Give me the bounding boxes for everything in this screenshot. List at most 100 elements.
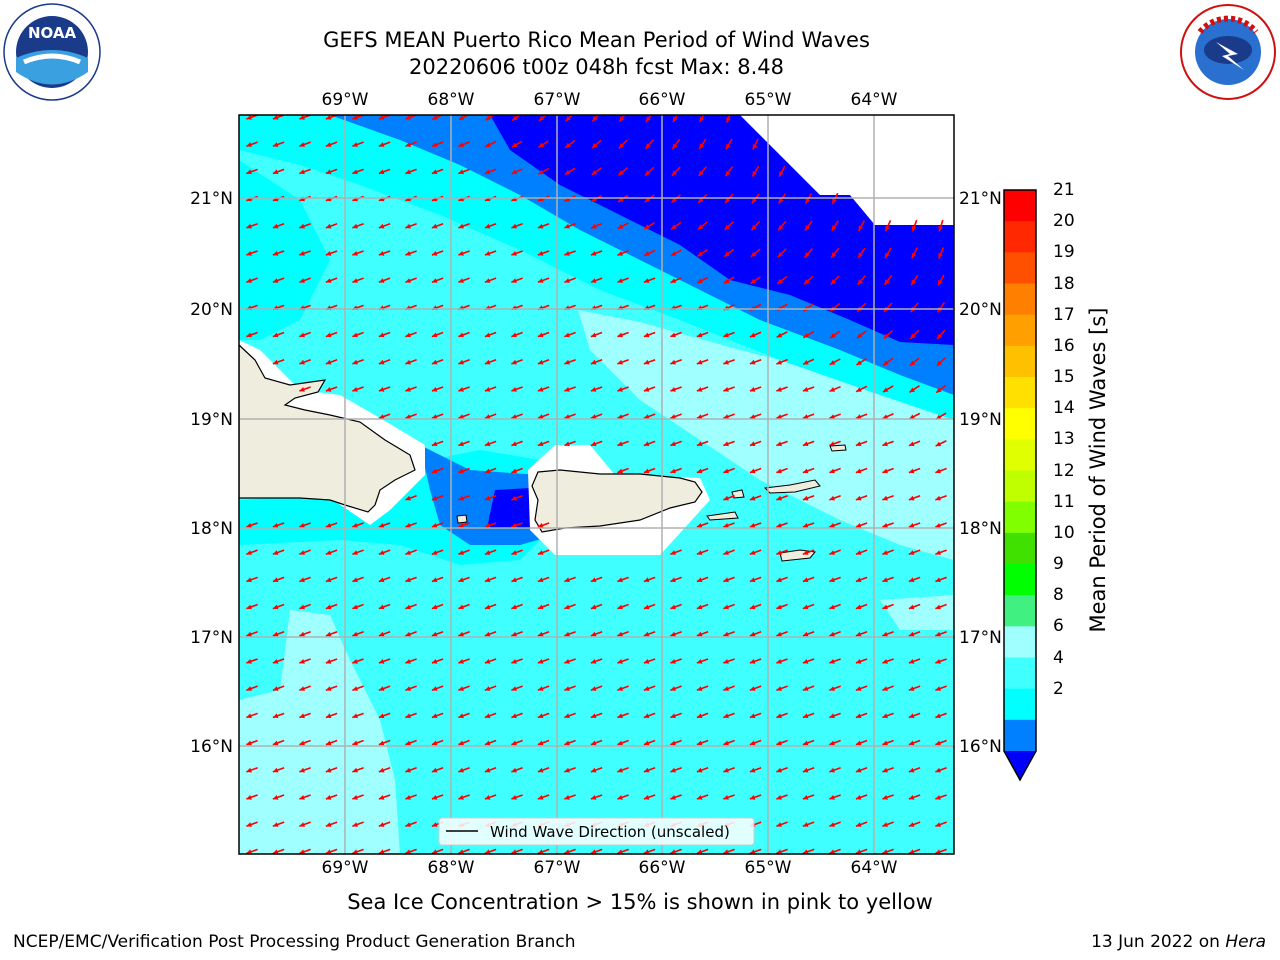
wind-arrowhead xyxy=(883,333,889,339)
wind-arrowhead xyxy=(299,359,305,365)
wind-arrowhead xyxy=(696,577,703,583)
wind-arrowhead xyxy=(484,495,491,501)
lat-tick-left: 20°N xyxy=(190,300,233,320)
wind-arrowhead xyxy=(882,522,888,528)
wind-arrowhead xyxy=(672,116,678,123)
wind-arrowhead xyxy=(644,197,651,203)
wind-arrowhead xyxy=(325,631,332,637)
colorbar-cell xyxy=(1004,719,1036,752)
wind-arrowhead xyxy=(511,468,517,474)
wind-arrowhead xyxy=(696,740,703,746)
wind-arrowhead xyxy=(352,332,358,338)
wind-arrowhead xyxy=(484,386,491,392)
lon-tick-top: 65°W xyxy=(745,90,792,110)
wind-arrowhead xyxy=(325,604,332,610)
wind-arrowhead xyxy=(299,522,305,528)
wind-arrowhead xyxy=(644,251,650,256)
wind-arrowhead xyxy=(829,849,835,854)
wind-arrowhead xyxy=(643,631,650,637)
wind-arrowhead xyxy=(697,251,704,257)
wind-arrowhead xyxy=(617,414,623,419)
wind-arrowhead xyxy=(670,441,676,447)
wind-arrowhead xyxy=(618,170,624,176)
wind-arrowhead xyxy=(803,332,809,338)
wind-arrowhead xyxy=(537,604,544,610)
wind-arrowhead xyxy=(830,279,837,285)
wind-arrowhead xyxy=(829,495,835,501)
wind-arrowhead xyxy=(564,169,571,175)
wind-arrowhead xyxy=(671,224,677,230)
wind-arrowhead xyxy=(829,658,835,664)
lat-tick-left: 21°N xyxy=(190,189,233,209)
wind-arrowhead xyxy=(723,441,729,447)
wind-arrowhead xyxy=(431,686,438,691)
wind-arrowhead xyxy=(537,332,544,338)
wind-arrowhead xyxy=(908,522,915,528)
wind-arrowhead xyxy=(617,278,623,283)
wind-arrowhead xyxy=(591,169,598,175)
wind-arrowhead xyxy=(352,658,358,664)
wind-arrowhead xyxy=(590,658,597,664)
wind-arrowhead xyxy=(458,658,464,664)
wind-arrowhead xyxy=(855,686,862,691)
wind-arrowhead xyxy=(935,849,941,854)
lat-tick-right: 17°N xyxy=(959,628,1002,648)
wind-arrowhead xyxy=(537,550,544,555)
wind-arrowhead xyxy=(938,279,943,286)
wind-arrowhead xyxy=(405,604,411,610)
wind-arrowhead xyxy=(511,631,517,637)
wind-arrowhead xyxy=(776,822,782,827)
wind-arrowhead xyxy=(802,604,809,610)
wind-arrowhead xyxy=(935,577,941,583)
wind-arrowhead xyxy=(458,468,464,474)
wind-arrowhead xyxy=(431,767,438,773)
wind-arrowhead xyxy=(670,414,676,419)
wind-arrowhead xyxy=(352,849,358,854)
wind-arrowhead xyxy=(829,604,835,610)
wind-arrowhead xyxy=(564,767,570,773)
wind-arrowhead xyxy=(749,713,756,719)
wind-arrowhead xyxy=(378,849,385,854)
colorbar-cell xyxy=(1004,377,1036,409)
wind-arrowhead xyxy=(511,359,517,365)
lat-tick-left: 18°N xyxy=(190,519,233,539)
wind-arrowhead xyxy=(537,441,544,447)
contour-8-9-east xyxy=(880,595,954,630)
wind-arrowhead xyxy=(564,359,570,365)
wind-arrowhead xyxy=(458,767,464,773)
wind-arrowhead xyxy=(352,767,358,773)
wind-arrowhead xyxy=(882,604,888,610)
colorbar-tick: 8 xyxy=(1053,585,1064,606)
wind-arrowhead xyxy=(829,441,835,447)
wind-arrowhead xyxy=(538,115,545,121)
wind-arrowhead xyxy=(776,686,782,691)
wind-arrowhead xyxy=(776,577,782,583)
wind-arrowhead xyxy=(882,468,888,474)
wind-arrowhead xyxy=(829,631,835,637)
wind-arrowhead xyxy=(935,740,941,746)
wind-arrowhead xyxy=(432,115,438,120)
wind-arrowhead xyxy=(564,414,570,419)
wind-arrowhead xyxy=(272,686,279,691)
wind-arrowhead xyxy=(645,143,651,149)
lon-tick-bottom: 67°W xyxy=(534,858,581,878)
wind-arrowhead xyxy=(246,278,252,283)
wind-arrowhead xyxy=(378,332,385,338)
wind-arrowhead xyxy=(802,767,809,773)
wind-arrowhead xyxy=(325,577,332,583)
lon-tick-bottom: 66°W xyxy=(639,858,686,878)
wind-arrowhead xyxy=(378,713,385,719)
wind-arrowhead xyxy=(882,740,888,746)
wind-arrowhead xyxy=(325,332,332,338)
wind-arrowhead xyxy=(458,713,464,719)
contour-under-2 xyxy=(490,115,954,345)
wind-arrowhead xyxy=(246,332,252,338)
wind-arrowhead xyxy=(458,386,464,392)
wind-arrowhead xyxy=(776,468,782,474)
land-anegada xyxy=(829,444,847,452)
wind-arrowhead xyxy=(855,604,862,610)
wind-arrowhead xyxy=(431,359,438,365)
wind-arrowhead xyxy=(696,767,703,773)
wind-arrowhead xyxy=(511,658,517,664)
wind-arrowhead xyxy=(590,794,597,800)
